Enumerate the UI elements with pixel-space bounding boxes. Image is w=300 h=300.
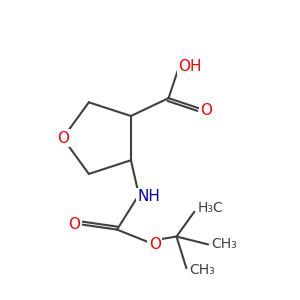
Text: CH₃: CH₃ xyxy=(211,238,237,251)
Text: O: O xyxy=(200,103,212,118)
Text: H₃C: H₃C xyxy=(197,201,223,215)
Text: O: O xyxy=(57,130,69,146)
Text: CH₃: CH₃ xyxy=(189,263,215,277)
Text: OH: OH xyxy=(178,59,202,74)
Text: O: O xyxy=(68,217,80,232)
Text: NH: NH xyxy=(137,189,160,204)
Text: O: O xyxy=(149,237,161,252)
